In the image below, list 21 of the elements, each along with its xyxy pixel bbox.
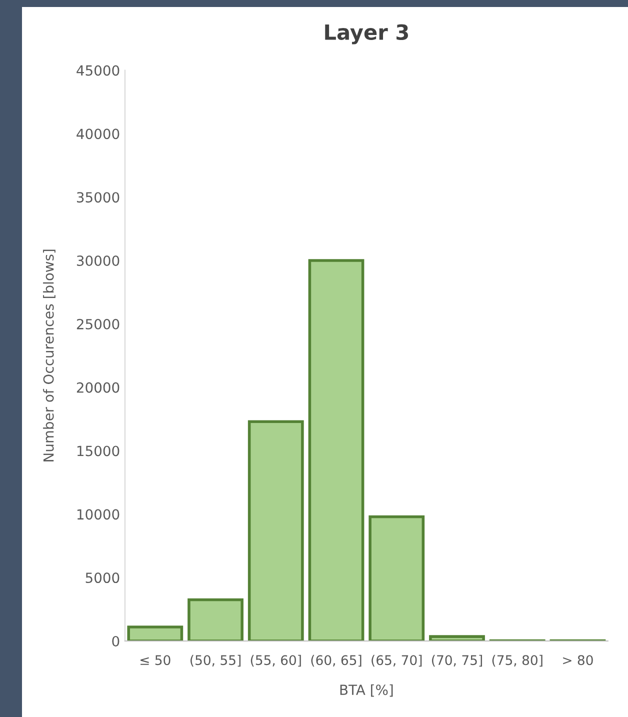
x-tick-label: (60, 65] — [311, 654, 362, 667]
x-tick-label: > 80 — [563, 655, 593, 666]
x-tick-label: (70, 75] — [432, 654, 482, 667]
x-tick-label: (55, 60] — [250, 654, 301, 667]
x-tick-label: (65, 70] — [372, 654, 422, 667]
y-tick-label: 45000 — [76, 65, 120, 76]
x-tick-label: ≤ 50 — [140, 655, 170, 666]
x-tick-label: (75, 80] — [492, 654, 542, 667]
x-tick-label: (50, 55] — [190, 654, 241, 667]
y-tick-label: 10000 — [77, 509, 120, 520]
y-tick-label: 25000 — [76, 318, 120, 330]
y-axis-title: Number of Occurences [blows] — [43, 250, 56, 462]
chart-title: Layer 3 — [325, 24, 408, 44]
y-tick-label: 5000 — [86, 572, 120, 584]
y-tick-label: 20000 — [76, 382, 120, 393]
y-tick-label: 0 — [112, 636, 120, 646]
x-axis-title: BTA [%] — [340, 684, 393, 697]
y-tick-label: 40000 — [76, 128, 120, 140]
y-tick-label: 30000 — [76, 255, 120, 266]
y-tick-label: 15000 — [77, 446, 120, 456]
y-tick-label: 35000 — [76, 192, 120, 203]
